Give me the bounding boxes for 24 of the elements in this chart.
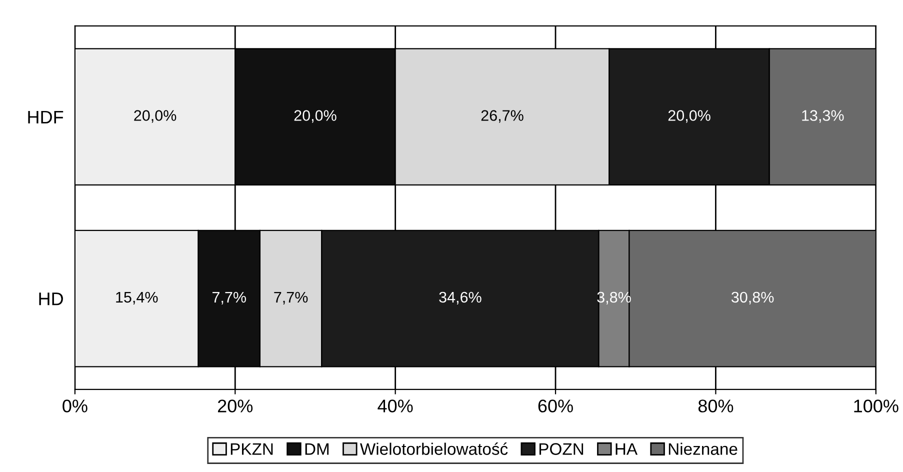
data-label: 20,0% xyxy=(294,110,336,123)
x-tick-label: 0% xyxy=(62,400,88,412)
data-label: 34,6% xyxy=(439,292,482,304)
data-label: 30,8% xyxy=(731,292,774,304)
data-label: 20,0% xyxy=(134,110,176,123)
x-tick-label: 20% xyxy=(218,400,253,412)
legend-label: Nieznane xyxy=(668,442,738,455)
legend-label: PKZN xyxy=(230,443,273,455)
legend-label: DM xyxy=(305,443,329,455)
legend-label: HA xyxy=(616,443,638,455)
data-label: 26,7% xyxy=(481,110,524,123)
x-tick-label: 40% xyxy=(378,400,413,412)
x-tick-label: 60% xyxy=(538,400,573,412)
data-label: 15,4% xyxy=(116,292,158,304)
data-label: 13,3% xyxy=(802,110,844,123)
y-tick-label: HD xyxy=(39,292,63,306)
legend-label: Wielotorbielowatość xyxy=(360,442,508,455)
x-tick-label: 80% xyxy=(698,400,734,412)
data-label: 7,7% xyxy=(274,292,308,304)
data-label: 20,0% xyxy=(668,110,710,123)
x-tick-label: 100% xyxy=(854,400,898,412)
data-label: 7,7% xyxy=(212,292,246,304)
legend-label: POZN xyxy=(539,443,584,455)
y-tick-label: HDF xyxy=(28,110,64,124)
